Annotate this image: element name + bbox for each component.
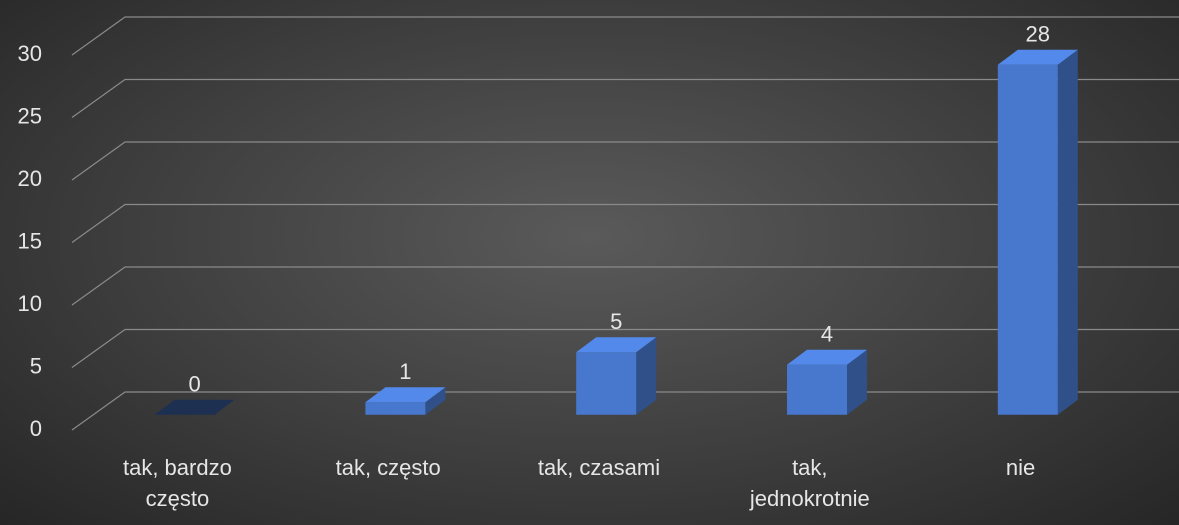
y-tick-label: 10 xyxy=(18,291,42,316)
y-tick-label: 15 xyxy=(18,228,42,253)
bar-front xyxy=(787,364,847,415)
bar-top xyxy=(365,387,446,403)
x-tick-label: tak, bardzo często xyxy=(122,455,232,511)
bar xyxy=(154,399,235,415)
value-label: 1 xyxy=(399,359,411,384)
bar-side xyxy=(847,349,867,415)
value-label: 4 xyxy=(821,322,833,347)
bar-side xyxy=(636,337,657,415)
bar xyxy=(576,337,657,415)
grid-line xyxy=(71,328,1179,368)
bar-top xyxy=(154,399,235,415)
x-tick-label: nie xyxy=(1005,455,1036,480)
bar xyxy=(997,49,1078,415)
x-tick-label: tak, często xyxy=(335,455,441,480)
value-label: 5 xyxy=(610,309,622,334)
value-label: 0 xyxy=(188,372,200,397)
grid-line xyxy=(71,78,1179,118)
bar-top xyxy=(576,337,657,353)
bar-side xyxy=(1057,49,1078,415)
bar-top xyxy=(997,49,1078,65)
grid-line xyxy=(71,266,1179,306)
bar-side xyxy=(425,387,446,415)
grid-line xyxy=(71,203,1179,243)
bar-front xyxy=(997,64,1058,415)
value-label: 28 xyxy=(1026,22,1050,47)
y-tick-label: 30 xyxy=(18,41,42,66)
x-tick-label: tak, czasami xyxy=(537,455,661,480)
bar-front xyxy=(576,352,637,415)
y-tick-label: 0 xyxy=(30,416,42,441)
bar-top xyxy=(787,349,867,365)
bar xyxy=(787,349,867,415)
bar xyxy=(365,387,446,415)
bar-front xyxy=(365,402,426,415)
grid-line xyxy=(71,16,1179,56)
y-tick-label: 25 xyxy=(18,103,42,128)
grid-line xyxy=(71,141,1179,181)
x-tick-label: tak, jednokrotnie xyxy=(749,455,870,511)
y-tick-label: 20 xyxy=(18,166,42,191)
y-tick-label: 5 xyxy=(30,353,42,378)
